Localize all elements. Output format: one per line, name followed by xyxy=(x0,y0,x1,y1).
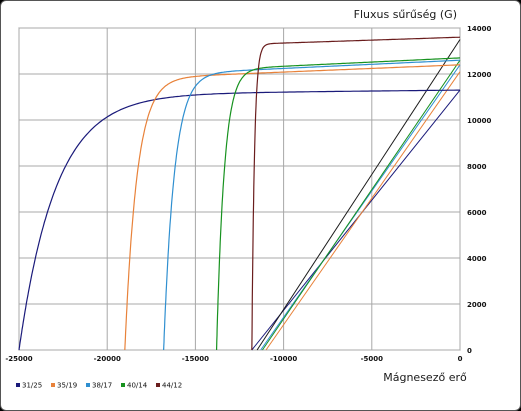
series-line-44-12 xyxy=(251,36,461,351)
plot-area xyxy=(18,27,461,351)
legend-swatch xyxy=(156,383,160,387)
y-tick-label: 4000 xyxy=(467,255,487,263)
x-tick-label: -5000 xyxy=(361,355,384,363)
series-line-40-14 xyxy=(216,57,461,350)
series-layer xyxy=(18,36,461,351)
legend-label: 40/14 xyxy=(127,382,148,390)
y-tick-label: 8000 xyxy=(467,163,487,171)
y-tick-label: 2000 xyxy=(467,301,487,309)
series-line-31-25 xyxy=(18,89,460,351)
y-tick-label: 0 xyxy=(467,347,472,355)
legend-swatch xyxy=(16,383,20,387)
recoil-line xyxy=(261,59,461,351)
y-tick-labels: 0 2000 4000 6000 8000 10000 12000 14000 xyxy=(467,25,491,355)
legend-label: 31/25 xyxy=(22,382,42,390)
series-line-38-17 xyxy=(163,59,461,351)
legend-label: 44/12 xyxy=(162,382,182,390)
x-tick-label: -10000 xyxy=(270,355,297,363)
x-tick-label: 0 xyxy=(458,355,463,363)
x-tick-label: -20000 xyxy=(94,355,121,363)
x-tick-label: -15000 xyxy=(182,355,209,363)
x-axis-title: Mágnesező erő xyxy=(383,371,467,384)
legend: 31/25 35/19 38/17 40/14 44/12 xyxy=(16,382,182,390)
legend-swatch xyxy=(51,383,55,387)
legend-label: 35/19 xyxy=(57,382,77,390)
recoil-line xyxy=(251,89,461,351)
legend-label: 38/17 xyxy=(92,382,112,390)
legend-swatch xyxy=(121,383,125,387)
y-tick-label: 6000 xyxy=(467,209,487,217)
y-tick-label: 14000 xyxy=(467,25,491,33)
y-tick-label: 10000 xyxy=(467,117,491,125)
recoil-line xyxy=(260,64,461,351)
y-axis-title: Fluxus sűrűség (G) xyxy=(354,8,457,21)
series-line-35-19 xyxy=(124,64,461,351)
x-tick-label: -25000 xyxy=(5,355,32,363)
y-tick-label: 12000 xyxy=(467,71,491,79)
recoil-line xyxy=(265,71,461,351)
x-tick-labels: -25000 -20000 -15000 -10000 -5000 0 xyxy=(5,355,462,363)
recoil-line xyxy=(256,39,461,351)
legend-swatch xyxy=(86,383,90,387)
